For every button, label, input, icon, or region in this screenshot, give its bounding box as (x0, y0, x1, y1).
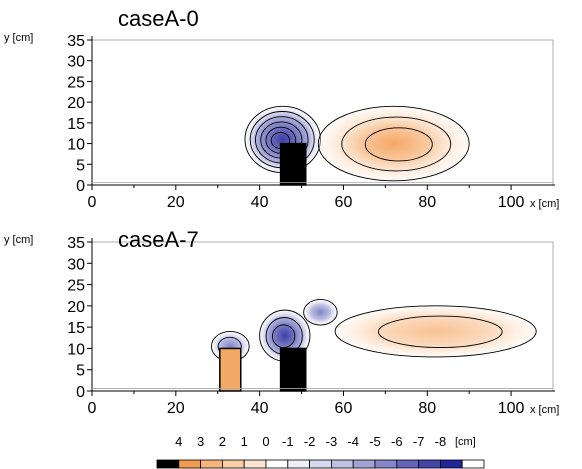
colorbar-swatch (287, 459, 310, 469)
negative-region-2 (303, 299, 338, 326)
y-tick-label: 25 (67, 278, 85, 295)
black-block (279, 142, 307, 186)
x-tick-label: 100 (498, 400, 525, 417)
colorbar-tick-label: 3 (197, 434, 204, 449)
contour-line (341, 116, 452, 172)
y-tick-label: 5 (76, 157, 85, 174)
y-tick-label: 15 (67, 116, 85, 133)
y-tick-label: 20 (67, 299, 85, 316)
colorbar-tick-label: -4 (347, 434, 359, 449)
chart-title: caseA-7 (118, 227, 199, 252)
x-tick-label: 40 (251, 400, 269, 417)
y-tick-label: 30 (67, 54, 85, 71)
panel-casea-7: 0 20 40 60 80 100 0 5 10 15 20 25 30 35 caseA-7 y [cm] x… (4, 227, 559, 417)
colorbar-tick-label: -1 (282, 434, 294, 449)
y-tick-label: 15 (67, 320, 85, 337)
colorbar-tick-label: -2 (304, 434, 316, 449)
x-tick-label: 20 (167, 194, 185, 211)
colorbar-tick-label: 4 (175, 434, 182, 449)
y-axis-label: y [cm] (4, 32, 33, 44)
colorbar-swatch (352, 459, 376, 469)
y-tick-label: 10 (67, 341, 85, 358)
colorbar-swatch (330, 459, 354, 469)
x-tick-label: 60 (335, 400, 353, 417)
colorbar-unit: [cm] (455, 436, 476, 448)
chart-title: caseA-0 (118, 6, 199, 31)
contour-field (244, 105, 470, 182)
colorbar-swatch (200, 459, 223, 469)
colorbar-swatch (156, 459, 180, 469)
contour-line (303, 299, 338, 326)
colorbar-tick-label: -5 (369, 434, 381, 449)
contour-line (377, 315, 503, 348)
y-tick-label: 30 (67, 256, 85, 273)
y-tick-label: 35 (67, 235, 85, 252)
x-tick-label: 0 (88, 400, 97, 417)
black-block (279, 347, 307, 392)
y-tick-label: 0 (76, 384, 85, 401)
x-tick-label: 80 (418, 400, 436, 417)
region-fill (335, 305, 537, 357)
x-tick-label: 40 (251, 194, 269, 211)
y-tick-label: 35 (67, 33, 85, 50)
colorbar: 4 3 2 1 0 -1 -2 -3 -4 -5 -6 -7 -8 [cm] (156, 434, 485, 469)
x-axis-label: x [cm] (530, 404, 559, 416)
colorbar-swatch (461, 459, 485, 469)
positive-region-1 (317, 105, 470, 182)
plot-area (92, 40, 553, 185)
colorbar-swatch (396, 459, 419, 469)
y-axis-label: y [cm] (4, 234, 33, 246)
colorbar-tick-label: -6 (391, 434, 403, 449)
y-tick-label: 5 (76, 363, 85, 380)
colorbar-swatch (439, 459, 463, 469)
x-tick-label: 0 (88, 194, 97, 211)
colorbar-swatch (265, 459, 289, 469)
y-tick-label: 0 (76, 178, 85, 195)
y-tick-label: 20 (67, 95, 85, 112)
colorbar-tick-label: -3 (326, 434, 338, 449)
x-tick-label: 60 (335, 194, 353, 211)
contour-line (272, 324, 296, 349)
x-tick-label: 80 (418, 194, 436, 211)
colorbar-tick-label: 1 (241, 434, 248, 449)
orange-block (219, 347, 242, 392)
colorbar-tick-label: 2 (219, 434, 226, 449)
colorbar-tick-label: -7 (413, 434, 425, 449)
panel-casea-0: 0 20 40 60 80 100 0 5 10 15 20 25 30 35 caseA-0 y [cm] x… (4, 6, 559, 211)
colorbar-swatch (309, 459, 332, 469)
x-tick-label: 20 (167, 400, 185, 417)
colorbar-swatch (374, 459, 398, 469)
x-axis-label: x [cm] (530, 198, 559, 210)
positive-region-3 (334, 305, 537, 358)
x-tick-label: 100 (498, 194, 525, 211)
colorbar-swatch (178, 459, 202, 469)
colorbar-tick-label: 0 (262, 434, 269, 449)
colorbar-tick-label: -8 (435, 434, 447, 449)
contour-line (317, 105, 470, 182)
contour-line (334, 305, 537, 358)
colorbar-swatch (418, 459, 441, 469)
contour-line (364, 127, 433, 162)
colorbar-swatch (243, 459, 267, 469)
colorbar-swatch (221, 459, 245, 469)
region-fill (303, 299, 338, 326)
y-tick-label: 10 (67, 137, 85, 154)
y-tick-label: 25 (67, 74, 85, 91)
